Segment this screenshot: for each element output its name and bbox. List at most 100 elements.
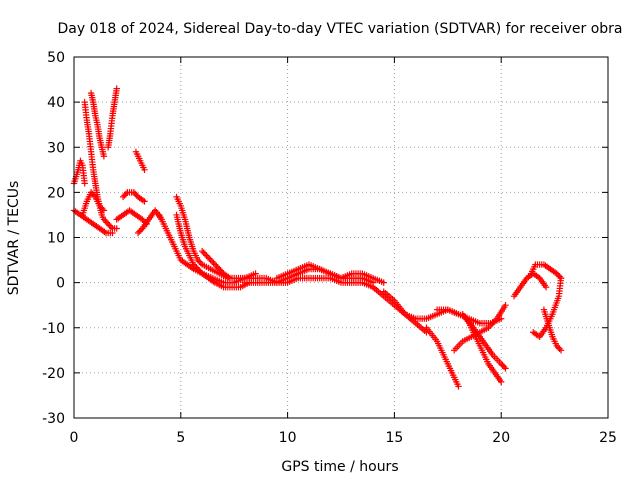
data-point-marker xyxy=(200,249,207,256)
data-point-marker xyxy=(194,256,202,264)
series-X xyxy=(463,315,509,372)
data-point-marker xyxy=(103,219,110,226)
data-point-marker xyxy=(141,198,148,205)
data-point-marker xyxy=(113,85,120,92)
y-axis-label: SDTVAR / TECUs xyxy=(6,181,22,296)
series-AB xyxy=(530,274,565,340)
data-point-marker xyxy=(207,256,214,264)
x-tick-label: 15 xyxy=(385,430,403,446)
data-point-marker xyxy=(216,265,223,273)
data-point-marker xyxy=(553,270,560,277)
data-point-marker xyxy=(380,279,387,286)
data-point-marker xyxy=(137,226,145,234)
y-tick-label: 10 xyxy=(47,231,65,247)
y-tick-label: 30 xyxy=(47,140,65,156)
data-point-marker xyxy=(119,193,127,201)
data-point-marker xyxy=(136,228,143,235)
y-tick-label: 0 xyxy=(56,276,65,292)
series-E xyxy=(104,85,120,151)
grid xyxy=(74,57,608,418)
data-point-marker xyxy=(201,250,209,258)
x-tick-label: 5 xyxy=(176,430,185,446)
data-point-marker xyxy=(97,204,105,211)
data-point-marker xyxy=(122,190,130,198)
x-tick-label: 10 xyxy=(279,430,297,446)
data-point-marker xyxy=(87,189,95,196)
x-tick-label: 25 xyxy=(599,430,617,446)
series-J xyxy=(134,207,165,237)
data-point-marker xyxy=(100,207,108,214)
data-point-marker xyxy=(206,255,213,262)
data-point-marker xyxy=(556,345,563,353)
series-L xyxy=(173,211,253,291)
data-point-marker xyxy=(554,344,562,351)
data-point-marker xyxy=(194,265,202,273)
data-marks xyxy=(70,85,565,390)
data-point-marker xyxy=(99,205,106,213)
data-point-marker xyxy=(113,225,120,232)
data-point-marker xyxy=(502,365,509,372)
series-T xyxy=(423,324,462,390)
data-point-marker xyxy=(100,216,108,223)
data-point-marker xyxy=(100,153,108,160)
data-point-marker xyxy=(554,271,562,279)
data-point-marker xyxy=(502,301,509,309)
chart-title: Day 018 of 2024, Sidereal Day-to-day VTE… xyxy=(57,21,622,37)
y-tick-label: -10 xyxy=(42,321,65,337)
data-point-marker xyxy=(81,180,88,187)
data-point-marker xyxy=(198,247,206,255)
data-point-marker xyxy=(214,264,222,271)
data-point-marker xyxy=(553,342,560,349)
y-tick-label: 40 xyxy=(47,95,65,111)
y-tick-label: 50 xyxy=(47,50,65,66)
data-point-marker xyxy=(498,360,505,368)
data-point-marker xyxy=(193,264,200,271)
data-point-marker xyxy=(226,274,234,282)
data-point-marker xyxy=(104,220,112,228)
data-point-marker xyxy=(139,216,146,223)
series-A xyxy=(70,157,88,187)
data-point-marker xyxy=(102,217,109,225)
y-tick-label: -20 xyxy=(42,366,65,382)
x-axis-label: GPS time / hours xyxy=(281,459,398,475)
data-point-marker xyxy=(191,262,199,270)
series-H xyxy=(119,189,148,205)
data-point-marker xyxy=(556,273,563,280)
data-point-marker xyxy=(213,262,220,270)
data-point-marker xyxy=(106,222,113,229)
data-point-marker xyxy=(204,253,212,261)
data-point-marker xyxy=(499,362,506,369)
data-point-marker xyxy=(121,192,128,199)
y-tick-label: 20 xyxy=(47,185,65,201)
data-point-marker xyxy=(89,190,96,198)
data-point-marker xyxy=(141,166,148,174)
data-point-marker xyxy=(203,252,210,259)
data-point-marker xyxy=(134,229,142,237)
x-tick-label: 20 xyxy=(492,430,510,446)
data-point-marker xyxy=(197,259,204,267)
data-point-marker xyxy=(557,274,565,282)
data-point-marker xyxy=(500,363,508,371)
data-point-marker xyxy=(96,202,103,210)
data-point-marker xyxy=(130,189,138,196)
data-point-marker xyxy=(107,223,115,231)
data-point-marker xyxy=(196,258,203,265)
data-point-marker xyxy=(455,383,462,390)
data-point-marker xyxy=(217,267,224,274)
series-Q xyxy=(273,261,387,286)
axes: 0 5 10 15 20 25 -30 -20 -10 0 10 20 30 40 50 xyxy=(42,50,617,446)
series-I xyxy=(132,148,148,174)
data-point-marker xyxy=(196,267,203,274)
series-F xyxy=(79,189,108,219)
data-point-marker xyxy=(208,258,216,265)
y-tick-label: -30 xyxy=(42,411,65,427)
data-point-marker xyxy=(132,190,139,198)
series-D xyxy=(87,89,108,160)
data-point-marker xyxy=(542,283,550,291)
series-N xyxy=(198,247,234,282)
data-point-marker xyxy=(557,347,565,354)
data-point-marker xyxy=(211,261,219,268)
data-point-marker xyxy=(90,192,98,199)
